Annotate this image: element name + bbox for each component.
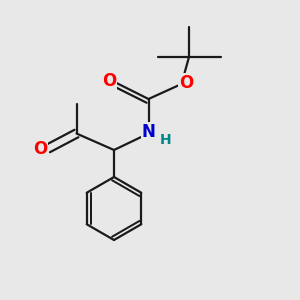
Text: O: O (33, 140, 48, 158)
Text: H: H (160, 133, 171, 147)
Text: N: N (142, 123, 155, 141)
Text: O: O (102, 72, 117, 90)
Text: O: O (179, 74, 193, 92)
